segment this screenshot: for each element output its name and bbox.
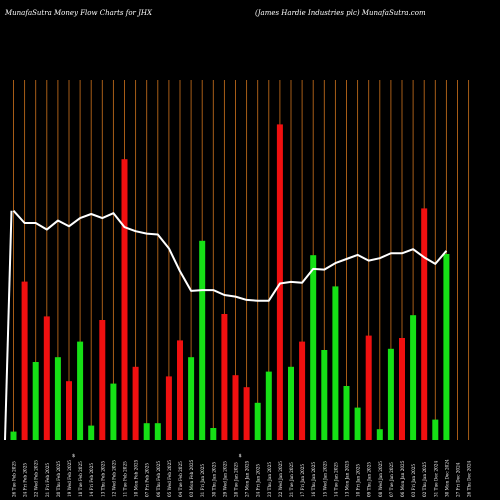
x-tick-label: 09 Thu Jan 2025 [367,462,372,497]
x-tick-label: 11 Tue Feb 2025 [123,461,128,497]
x-tick-label: 31 Fri Jan 2025 [200,464,205,497]
volume-bar [99,320,106,440]
volume-bar [165,376,172,440]
x-tick-label: 06 Mon Jan 2025 [400,460,405,497]
x-tick-label: 18 Tue Feb 2025 [78,461,83,497]
x-tick-label: 17 Fri Jan 2025 [300,464,305,497]
volume-bar [421,208,428,440]
volume-bar [154,423,161,440]
price-line-start [4,210,13,441]
x-tick-label: 27 Fri Dec 2024 [456,462,461,497]
volume-bar [376,429,383,440]
volume-bar [77,341,84,440]
x-tick-label: 02 Thu Jan 2025 [422,462,427,497]
volume-bar [54,357,61,440]
volume-bar [387,348,394,440]
volume-bars [10,124,450,441]
x-tick-label: 30 Mon Dec 2024 [444,459,449,497]
x-tick-label: 16 Thu Jan 2025 [311,462,316,497]
x-tick-label: 04 Tue Feb 2025 [178,461,183,497]
chart-title-left: MunafaSutra Money Flow Charts for JHX [5,9,153,17]
volume-bar [143,423,150,440]
x-tick-label: 26 Thu Dec 2024 [467,460,472,497]
x-tick-label: 30 Thu Jan 2025 [211,462,216,497]
price-line [12,210,448,302]
x-tick-label: 08 Wed Jan 2025 [378,461,383,497]
volume-bar [410,315,417,440]
x-tick-label: 10 Mon Feb 2025 [134,459,139,497]
volume-bar [177,340,183,440]
volume-bar [199,240,206,440]
volume-bar [188,357,195,440]
volume-bar [254,402,261,440]
volume-bar [310,255,317,440]
x-tick-label: 06 Thu Feb 2025 [156,461,161,497]
volume-bar [110,383,117,440]
x-tick-label: 21 Tue Jan 2025 [289,462,294,497]
volume-bar [299,341,306,440]
x-tick-label: 14 Fri Feb 2025 [89,463,94,497]
x-tick-label: 13 Thu Feb 2025 [100,461,105,497]
volume-bar [121,159,128,440]
volume-bar [243,387,250,440]
x-tick-label: 26 Tue Feb 2025 [12,461,17,497]
x-tick-label: 07 Tue Jan 2025 [389,462,394,497]
volume-bar [232,375,239,440]
x-tick-label: 07 Fri Feb 2025 [145,463,150,497]
mid-marker: $ [239,453,242,459]
volume-bar [10,431,17,440]
volume-bar [354,407,361,440]
x-tick-label: 10 Fri Jan 2025 [356,464,361,497]
volume-bar [32,362,39,440]
x-tick-label: 28 Tue Jan 2025 [234,462,239,497]
x-tick-label: 24 Fri Feb 2025 [23,463,28,497]
volume-bar [66,381,72,440]
price-line-layer [4,210,448,441]
x-tick-label: 21 Fri Feb 2025 [45,463,50,497]
x-tick-label: 22 Wed Jan 2025 [278,461,283,497]
x-tick-label: 12 Wed Feb 2025 [111,460,116,497]
x-tick-label: 27 Mon Jan 2025 [245,460,250,497]
volume-bar [132,366,139,440]
mid-marker: $ [72,453,75,459]
volume-bar [332,286,339,440]
x-tick-label: 22 Wed Feb 2025 [34,460,39,497]
volume-bar [443,254,450,440]
volume-bar [365,335,372,440]
volume-bar [43,316,50,440]
x-tick-label: 23 Thu Jan 2025 [267,462,272,497]
x-tick-labels: 26 Tue Feb 2025 24 Fri Feb 2025 22 Wed Feb… [12,459,472,497]
x-tick-label: 13 Mon Jan 2025 [345,460,350,497]
volume-bar [210,428,217,440]
volume-bar [21,281,28,440]
volume-bar [321,350,328,440]
x-tick-label: 05 Wed Feb 2025 [167,460,172,497]
chart-title-right: (James Hardie Industries plc) MunafaSutr… [255,9,426,17]
x-tick-label: 14 Tue Jan 2025 [333,462,338,497]
volume-bar [221,314,228,440]
x-tick-label: 20 Thu Feb 2025 [56,461,61,497]
volume-bar [88,425,95,440]
x-tick-label: 31 Tue Dec 2024 [433,461,438,497]
x-tick-label: 03 Mon Feb 2025 [189,459,194,497]
x-tick-label: 03 Fri Jan 2025 [411,464,416,497]
x-tick-label: 29 Wed Jan 2025 [222,461,227,497]
volume-bar [399,338,405,440]
x-tick-label: 15 Wed Jan 2025 [322,461,327,497]
volume-bar [265,371,272,440]
x-tick-label: 24 Fri Jan 2025 [256,464,261,497]
mid-markers: $ $ [72,453,242,459]
x-tick-label: 19 Wed Feb 2025 [67,460,72,497]
volume-bar [343,386,350,440]
volume-bar [276,124,283,441]
volume-bar [288,366,294,440]
volume-bar [432,419,439,440]
